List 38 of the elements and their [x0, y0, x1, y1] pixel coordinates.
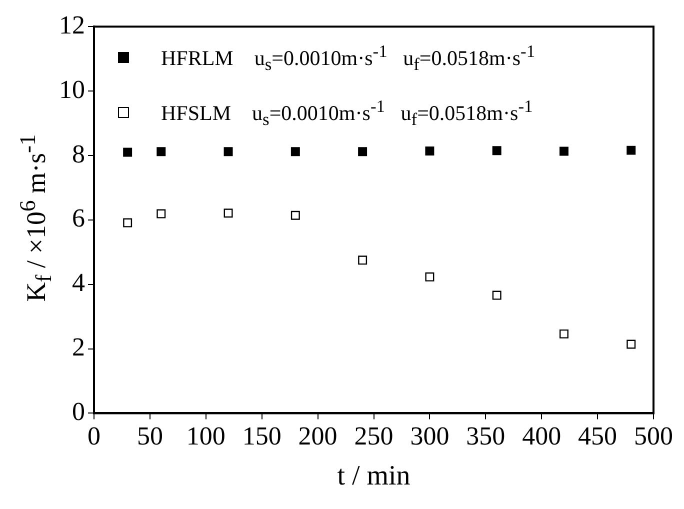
x-tick-label: 150 — [242, 422, 282, 451]
point — [290, 147, 300, 156]
point — [425, 146, 434, 156]
point — [224, 147, 233, 156]
y-tick-label: 0 — [72, 397, 85, 426]
point — [559, 329, 568, 338]
x-tick-label: 50 — [136, 422, 163, 451]
legend-label: HFSLM u$_{s}$=0.0010m·s$^{-1}$ u$_{f}$=0.0518m·s$^{-1}$ — [161, 95, 533, 132]
y-tick-label: 6 — [72, 204, 85, 233]
y-tick-label: 10 — [59, 74, 85, 104]
point — [626, 340, 636, 349]
point — [425, 272, 434, 282]
x-tick-label: 100 — [186, 422, 226, 451]
point — [358, 147, 368, 156]
y-tick-label: 12 — [59, 10, 85, 40]
x-tick-label: 250 — [354, 422, 394, 451]
point — [358, 256, 368, 265]
y-tick-label: 2 — [72, 332, 85, 362]
y-tick-label: 4 — [72, 268, 85, 298]
legend-label: HFRLM u$_{s}$=0.0010m·s$^{-1}$ u$_{f}$=0.0518m·s$^{-1}$ — [161, 40, 536, 76]
x-tick-label: 500 — [634, 422, 673, 451]
point — [492, 290, 502, 300]
x-tick-label: 200 — [298, 422, 338, 451]
x-axis-title: t / min — [337, 460, 410, 492]
x-tick-label: 350 — [466, 422, 506, 451]
point — [626, 146, 636, 155]
point — [559, 146, 568, 156]
y-tick-label: 8 — [72, 139, 85, 168]
point — [224, 208, 233, 218]
point — [156, 147, 166, 156]
x-tick-label: 450 — [578, 422, 618, 451]
point — [492, 146, 502, 156]
point — [290, 210, 300, 220]
point — [123, 148, 132, 157]
x-tick-label: 300 — [410, 422, 450, 451]
point — [123, 218, 132, 228]
x-tick-label: 400 — [522, 422, 562, 451]
point — [156, 209, 166, 218]
